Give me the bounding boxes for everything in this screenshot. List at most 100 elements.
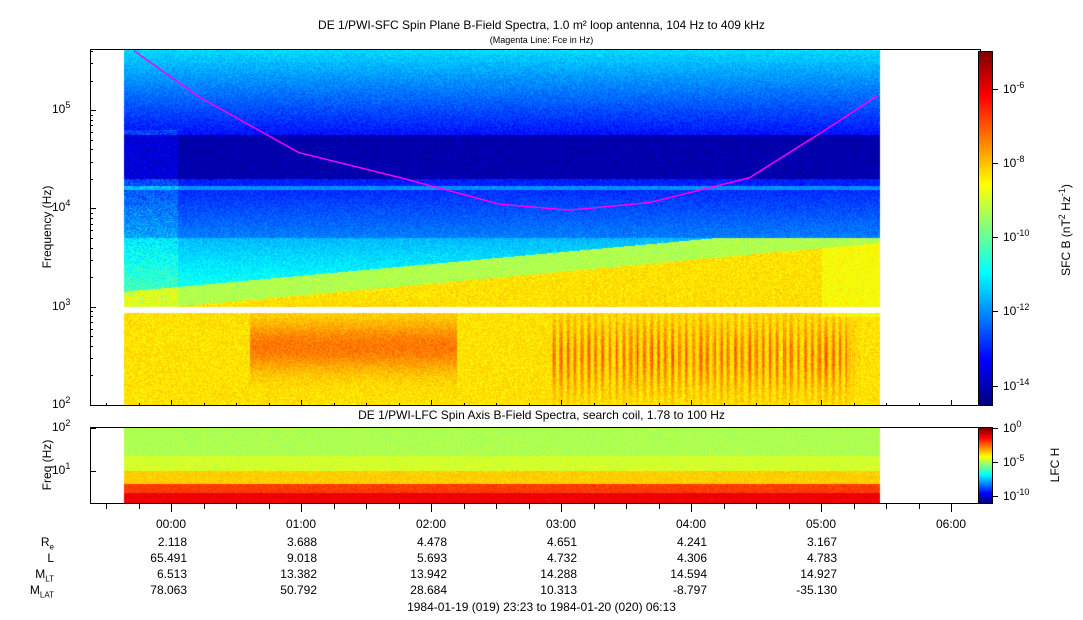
sfc-colorbar <box>979 52 992 405</box>
ephemeris-value: 14.594 <box>670 567 707 581</box>
y-tick-label: 104 <box>52 198 71 215</box>
lfc-plot-frame <box>90 427 981 504</box>
lfc-spectrogram <box>91 428 980 503</box>
x-tick-bottom <box>236 504 237 509</box>
fce-line-layer <box>133 50 878 211</box>
x-tick-bottom <box>886 504 887 509</box>
ephemeris-value: 13.382 <box>280 567 317 581</box>
colorbar-tick <box>992 163 998 165</box>
x-tick <box>723 403 725 406</box>
lfc-colorbar-frame <box>978 427 993 504</box>
x-tick-bottom <box>398 504 400 509</box>
y-minor-tick <box>90 114 93 116</box>
ephemeris-value: 4.478 <box>416 535 447 549</box>
x-tick-bottom <box>106 504 107 509</box>
x-tick-bottom <box>301 504 302 512</box>
x-tick <box>561 400 562 406</box>
y-minor-tick <box>90 238 93 239</box>
x-tick <box>366 403 367 406</box>
y-tick-label: 102 <box>52 395 71 411</box>
colorbar-tick <box>992 89 998 91</box>
y-minor-tick <box>90 131 93 133</box>
y-minor-tick <box>90 119 93 121</box>
x-tick <box>463 403 465 406</box>
ephemeris-value: 78.063 <box>150 583 187 597</box>
x-tick-bottom <box>918 504 920 509</box>
ephemeris-value: 50.792 <box>280 583 317 597</box>
x-tick <box>626 403 627 406</box>
x-tick <box>853 403 855 406</box>
ephemeris-label: MLAT <box>29 583 54 600</box>
x-tick <box>171 400 172 406</box>
y-tick <box>90 470 96 472</box>
y-minor-tick <box>90 247 93 249</box>
y-minor-tick <box>90 139 93 141</box>
colorbar-tick-label: 100 <box>1003 419 1022 435</box>
x-tick-bottom <box>268 504 270 509</box>
y-minor-tick <box>90 358 93 360</box>
y-tick-label: 102 <box>52 418 71 434</box>
x-tick-bottom <box>138 504 140 509</box>
ephemeris-value: 13.942 <box>410 567 447 581</box>
x-tick-bottom <box>528 504 530 509</box>
x-tick <box>301 400 302 406</box>
colorbar-tick <box>992 428 998 429</box>
y-minor-tick <box>90 336 93 338</box>
colorbar-tick-label: 10-5 <box>1003 453 1025 470</box>
lfc-colorbar <box>979 428 992 503</box>
sfc-title: DE 1/PWI-SFC Spin Plane B-Field Spectra,… <box>318 18 765 32</box>
ephemeris-value: 28.684 <box>410 583 447 597</box>
x-tick-label: 02:00 <box>415 517 447 531</box>
sfc-subtitle: (Magenta Line: Fce in Hz) <box>489 35 594 45</box>
x-tick-bottom <box>171 504 172 512</box>
y-minor-tick <box>90 277 93 279</box>
x-tick-label: 04:00 <box>675 517 707 531</box>
x-tick-bottom <box>203 504 205 509</box>
y-tick-label: 103 <box>52 296 71 313</box>
x-tick <box>398 403 400 406</box>
x-tick-bottom <box>463 504 465 509</box>
y-tick-label: 101 <box>52 460 71 477</box>
x-tick-label: 05:00 <box>805 517 837 531</box>
x-tick <box>691 400 692 406</box>
x-tick-bottom <box>658 504 660 509</box>
ephemeris-label: MLT <box>35 567 54 584</box>
colorbar-tick <box>992 311 998 313</box>
x-tick <box>106 403 107 406</box>
y-tick <box>90 110 96 112</box>
y-tick <box>90 405 96 406</box>
sfc-ylabel: Frequency (Hz) <box>40 185 54 269</box>
ephemeris-value: 14.927 <box>800 567 837 581</box>
x-tick <box>918 403 920 406</box>
ephemeris-value: 65.491 <box>150 551 187 565</box>
x-tick <box>528 403 530 406</box>
colorbar-tick-label: 10-6 <box>1003 80 1025 97</box>
ephemeris-value: 4.783 <box>806 551 837 565</box>
colorbar-tick-label: 10-14 <box>1003 376 1030 393</box>
fce-line <box>133 50 878 211</box>
x-tick <box>593 403 595 406</box>
x-tick-bottom <box>496 504 497 509</box>
y-minor-tick <box>90 178 93 180</box>
ephemeris-value: -8.797 <box>672 583 707 597</box>
x-tick-label: 06:00 <box>935 517 967 531</box>
ephemeris-value: -35.130 <box>796 583 837 597</box>
y-minor-tick <box>90 223 93 225</box>
sfc-spectrogram <box>91 50 980 405</box>
x-tick <box>496 403 497 406</box>
x-tick-bottom <box>788 504 790 509</box>
ephemeris-label: Re <box>40 535 54 552</box>
x-tick <box>268 403 270 406</box>
sfc-colorbar-frame <box>978 51 993 406</box>
y-tick <box>90 306 96 308</box>
x-tick-bottom <box>561 504 562 512</box>
y-tick <box>90 428 96 429</box>
y-tick <box>90 208 96 210</box>
y-minor-tick <box>90 316 93 318</box>
x-tick <box>886 403 887 406</box>
x-tick-bottom <box>756 504 757 509</box>
sfc-plot-frame <box>90 49 981 406</box>
x-tick <box>658 403 660 406</box>
x-tick-bottom <box>593 504 595 509</box>
